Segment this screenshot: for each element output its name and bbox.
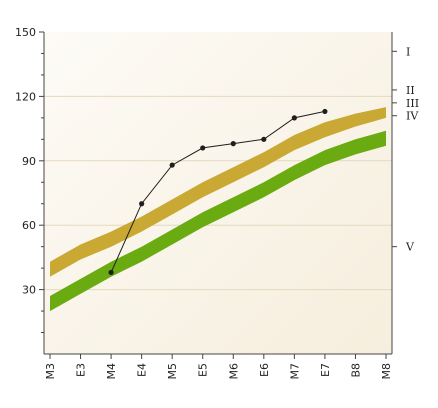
x-tick-label-M5: M5 — [166, 363, 179, 380]
x-tick-label-M3: M3 — [44, 363, 57, 380]
y-tick-label-120: 120 — [15, 90, 36, 103]
y-tick-label-90: 90 — [22, 155, 36, 168]
data-point-M6 — [230, 141, 236, 147]
x-tick-label-M8: M8 — [380, 363, 393, 380]
data-point-E4 — [139, 201, 145, 207]
right-label-IV: IV — [406, 110, 419, 123]
band-lower — [50, 130, 386, 312]
data-point-M4 — [108, 269, 114, 276]
x-tick-label-E4: E4 — [136, 363, 149, 377]
x-tick-label-M4: M4 — [105, 363, 118, 380]
x-tick-label-E5: E5 — [197, 363, 210, 377]
y-tick-label-30: 30 — [22, 284, 36, 297]
band-upper — [50, 107, 386, 277]
x-tick-label-M6: M6 — [227, 363, 240, 380]
right-label-I: I — [406, 45, 410, 58]
y-tick-label-150: 150 — [15, 26, 36, 39]
x-tick-label-E6: E6 — [258, 363, 271, 377]
x-tick-label-E7: E7 — [319, 363, 332, 377]
data-point-M7 — [291, 115, 297, 121]
x-tick-label-E3: E3 — [75, 363, 88, 377]
right-label-II: II — [406, 84, 415, 97]
series-line — [110, 110, 326, 273]
x-tick-label-B8: B8 — [350, 363, 363, 378]
data-point-E5 — [200, 145, 206, 151]
right-label-III: III — [406, 97, 419, 110]
plot-area — [44, 32, 392, 354]
right-label-V: V — [405, 241, 415, 254]
data-point-E7 — [322, 108, 328, 115]
data-point-E6 — [261, 136, 267, 142]
x-tick-label-M7: M7 — [288, 363, 301, 380]
data-point-M5 — [169, 162, 175, 168]
y-tick-label-60: 60 — [22, 219, 36, 232]
